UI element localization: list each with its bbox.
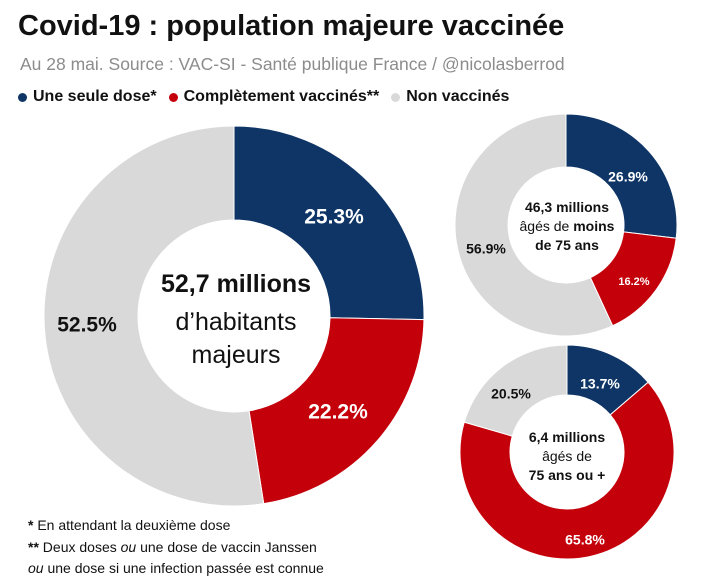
donut-over75-slice-not-vaccinated: [463, 344, 568, 437]
donut-under75-center-line2a: âgés de: [520, 218, 574, 234]
donut-total-center-line1: 52,7 millions: [161, 270, 311, 298]
donut-under75-slice-single-dose: [565, 113, 678, 239]
legend-entry-fully-vaccinated: Complètement vaccinés**: [168, 88, 380, 106]
donut-total-center-line2: d’habitants: [176, 308, 297, 336]
footnote-1-marker: *: [28, 517, 34, 533]
donut-total-center: 52,7 millions d’habitants majeurs: [161, 270, 311, 369]
donut-over75-center: 6,4 millions âgés de 75 ans ou +: [529, 429, 606, 483]
footnote-1-text: En attendant la deuxième dose: [33, 517, 231, 533]
donut-under75-center-line2b: moins: [573, 218, 614, 234]
chart-subtitle: Au 28 mai. Source : VAC-SI - Santé publi…: [20, 54, 565, 74]
legend-entry-single-dose: Une seule dose*: [18, 88, 157, 106]
donut-under75-label-fully-vaccinated: 16.2%: [618, 276, 649, 288]
footnote-2-text-c: une dose si une infection passée est con…: [43, 560, 324, 576]
legend-entry-not-vaccinated: Non vaccinés: [391, 88, 509, 106]
donut-total-label-not-vaccinated: 52.5%: [57, 314, 117, 337]
donut-under75: [454, 113, 678, 337]
donut-total-slice-not-vaccinated: [43, 125, 265, 507]
footnote-2-ou-1: ou: [120, 539, 137, 555]
footnote-2-marker: **: [28, 539, 39, 555]
legend-label-not-vaccinated: Non vaccinés: [406, 88, 510, 105]
donut-over75-label-single-dose: 13.7%: [580, 376, 620, 392]
legend-swatch-single-dose: [18, 92, 27, 102]
donut-total-slice-fully-vaccinated: [248, 317, 425, 505]
footnote-2-text-b: une dose de vaccin Janssen: [136, 539, 317, 555]
donut-over75-center-line3: 75 ans ou +: [529, 467, 606, 483]
donut-under75-center: 46,3 millions âgés de moins de 75 ans: [520, 199, 615, 253]
donut-total-slice-single-dose: [233, 125, 425, 321]
chart-title: Covid-19 : population majeure vaccinée: [18, 10, 565, 42]
footnote-3: ou une dose si une infection passée est …: [28, 560, 324, 576]
donut-over75: [459, 344, 675, 560]
donut-total-label-single-dose: 25.3%: [304, 206, 364, 229]
donut-over75-slice-fully-vaccinated: [459, 381, 675, 560]
footnote-1: * En attendant la deuxième dose: [28, 517, 230, 533]
donut-over75-label-fully-vaccinated: 65.8%: [565, 532, 605, 548]
donut-total-label-fully-vaccinated: 22.2%: [308, 401, 368, 424]
donut-under75-label-not-vaccinated: 56.9%: [466, 241, 506, 257]
footnote-2-text-a: Deux doses: [38, 539, 121, 555]
footnote-2: ** Deux doses ou une dose de vaccin Jans…: [28, 539, 317, 555]
donut-under75-center-line1: 46,3 millions: [525, 199, 609, 215]
legend-label-fully-vaccinated: Complètement vaccinés**: [183, 88, 380, 105]
legend-swatch-fully-vaccinated: [168, 92, 178, 102]
donut-under75-slice-not-vaccinated: [454, 113, 614, 337]
donut-under75-label-single-dose: 26.9%: [608, 169, 648, 185]
donut-over75-center-line1: 6,4 millions: [529, 429, 605, 445]
donut-over75-label-not-vaccinated: 20.5%: [491, 386, 531, 402]
legend: Une seule dose* Complètement vaccinés** …: [18, 88, 521, 106]
donut-over75-center-line2: âgés de: [542, 448, 592, 464]
donut-under75-center-line2: âgés de moins: [520, 218, 615, 234]
footnote-2-ou-2: ou: [28, 560, 44, 576]
donut-total: [43, 125, 425, 507]
legend-label-single-dose: Une seule dose*: [33, 88, 157, 105]
legend-swatch-not-vaccinated: [391, 92, 401, 102]
donut-total-center-line3: majeurs: [192, 341, 281, 369]
donut-under75-center-line3: de 75 ans: [535, 237, 599, 253]
